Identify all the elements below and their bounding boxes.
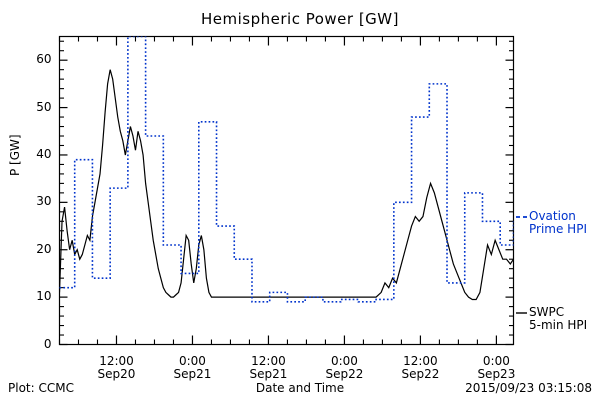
x-tick-date: Sep21 <box>249 366 288 381</box>
x-tick-time: 0:00 <box>330 353 358 368</box>
x-tick-time: 12:00 <box>403 353 438 368</box>
x-tick-date: Sep22 <box>401 366 440 381</box>
x-tick-time: 12:00 <box>99 353 134 368</box>
y-tick-label: 20 <box>36 241 52 256</box>
x-tick-label: 0:00 Sep22 <box>304 353 384 381</box>
x-tick-time: 0:00 <box>178 353 206 368</box>
legend-ovation-line2: Prime HPI <box>529 222 587 236</box>
x-tick-date: Sep23 <box>477 366 516 381</box>
x-tick-label: 12:00 Sep21 <box>228 353 308 381</box>
legend-swpc-line2: 5-min HPI <box>529 318 588 332</box>
y-tick-label: 40 <box>36 146 52 161</box>
x-tick-label: 0:00 Sep23 <box>456 353 536 381</box>
x-tick-time: 12:00 <box>251 353 286 368</box>
y-tick-label: 0 <box>43 336 52 351</box>
footer-plot-source: Plot: CCMC <box>8 381 74 395</box>
x-tick-date: Sep20 <box>97 366 136 381</box>
x-tick-date: Sep22 <box>325 366 364 381</box>
footer-timestamp: 2015/09/23 03:15:08 <box>465 381 592 395</box>
y-tick-label: 50 <box>36 99 52 114</box>
x-tick-time: 0:00 <box>482 353 510 368</box>
y-tick-label: 60 <box>36 52 52 67</box>
legend-ovation-prime-hpi: Ovation Prime HPI <box>529 210 587 236</box>
series-line-swpc-5-min-hpi <box>59 69 514 301</box>
y-tick-label: 30 <box>36 194 52 209</box>
x-tick-label: 0:00 Sep21 <box>152 353 232 381</box>
page-title: Hemispheric Power [GW] <box>201 10 399 28</box>
x-tick-label: 12:00 Sep20 <box>76 353 156 381</box>
x-tick-label: 12:00 Sep22 <box>380 353 460 381</box>
x-axis-label: Date and Time <box>255 381 345 395</box>
y-tick-label: 10 <box>36 289 52 304</box>
legend-ovation-line1: Ovation <box>529 209 576 223</box>
plot-frame <box>58 35 515 346</box>
legend-swpc-line1: SWPC <box>529 305 565 319</box>
legend-swpc-5min-hpi: SWPC 5-min HPI <box>529 306 587 332</box>
x-tick-date: Sep21 <box>173 366 212 381</box>
series-line-ovation-prime-hpi <box>59 36 514 303</box>
